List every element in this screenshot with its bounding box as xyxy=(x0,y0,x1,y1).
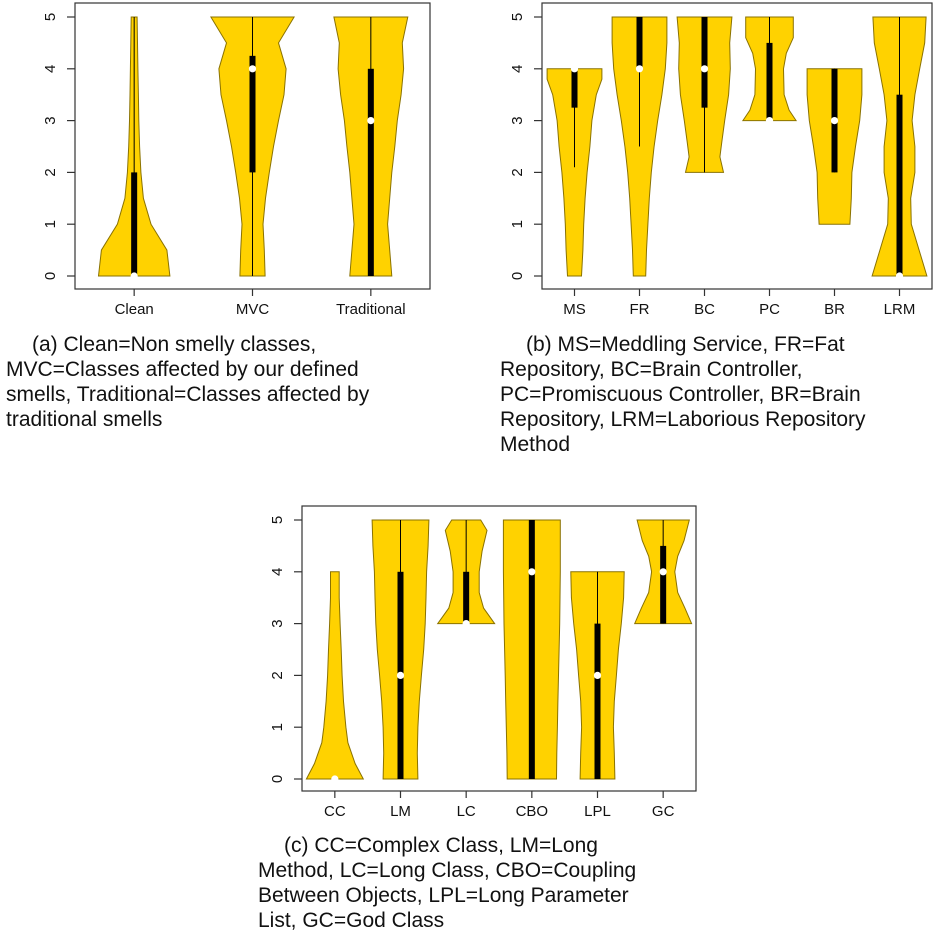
caption-c-line-2: Method, LC=Long Class, CBO=Coupling xyxy=(258,859,637,882)
y-tick-label: 4 xyxy=(509,65,526,73)
median-dot-FR xyxy=(635,65,644,73)
x-tick-label-LRM: LRM xyxy=(884,301,916,318)
y-tick-label: 4 xyxy=(42,65,59,73)
y-tick-label: 3 xyxy=(509,116,526,124)
x-tick-label-MS: MS xyxy=(563,301,586,318)
x-tick-label-LPL: LPL xyxy=(584,803,611,820)
caption-a-line-4: traditional smells xyxy=(6,408,163,431)
x-tick-label-BC: BC xyxy=(694,301,715,318)
x-tick-label-GC: GC xyxy=(652,803,675,820)
median-dot-Clean xyxy=(130,272,138,280)
y-tick-label: 0 xyxy=(269,775,286,783)
caption-c-line-3: Between Objects, LPL=Long Parameter xyxy=(258,884,629,907)
y-tick-label: 2 xyxy=(42,168,59,176)
violin-MS xyxy=(546,68,603,277)
iqr-box-LC xyxy=(463,571,470,624)
y-tick-label: 1 xyxy=(269,723,286,731)
iqr-box-MVC xyxy=(249,55,256,173)
y-tick-label: 5 xyxy=(42,13,59,21)
y-tick-label: 4 xyxy=(269,568,286,576)
violin-CC xyxy=(305,571,365,780)
caption-c-line-1: (c) CC=Complex Class, LM=Long xyxy=(284,834,598,857)
caption-c-line-4: List, GC=God Class xyxy=(258,909,445,932)
caption-b-line-3: PC=Promiscuous Controller, BR=Brain xyxy=(500,383,861,406)
x-tick-label-FR: FR xyxy=(630,301,650,318)
median-dot-CBO xyxy=(528,568,536,576)
median-dot-LPL xyxy=(593,671,602,679)
y-tick-label: 2 xyxy=(269,671,286,679)
caption-a-line-2: MVC=Classes affected by our defined xyxy=(6,358,359,381)
iqr-box-GC xyxy=(660,545,667,624)
median-dot-MS xyxy=(570,65,579,73)
iqr-box-CBO xyxy=(528,520,535,779)
plot-frame xyxy=(541,2,933,290)
x-tick-label-Traditional: Traditional xyxy=(336,301,405,318)
iqr-box-PC xyxy=(766,42,773,121)
iqr-box-BC xyxy=(701,17,708,108)
median-dot-BC xyxy=(700,65,709,73)
caption-c: (c) CC=Complex Class, LM=Long Method, LC… xyxy=(258,833,688,933)
iqr-box-MS xyxy=(571,68,578,108)
y-tick-label: 5 xyxy=(269,516,286,524)
median-dot-GC xyxy=(659,568,667,576)
caption-b: (b) MS=Meddling Service, FR=Fat Reposito… xyxy=(500,332,936,457)
median-dot-LRM xyxy=(895,272,904,280)
y-tick-label: 3 xyxy=(269,619,286,627)
x-tick-label-LM: LM xyxy=(390,803,411,820)
iqr-box-Traditional xyxy=(367,68,374,276)
x-tick-label-PC: PC xyxy=(759,301,780,318)
y-tick-label: 0 xyxy=(509,272,526,280)
y-tick-label: 3 xyxy=(42,116,59,124)
x-tick-label-MVC: MVC xyxy=(236,301,270,318)
violin-plot-b: 0 1 2 3 4 5 MS FR BC PC BR LRM xyxy=(509,2,933,318)
median-dot-CC xyxy=(331,775,339,783)
x-tick-label-CC: CC xyxy=(324,803,346,820)
x-tick-label-LC: LC xyxy=(457,803,476,820)
plot-frame xyxy=(301,505,697,792)
median-dot-MVC xyxy=(248,65,257,73)
y-tick-label: 1 xyxy=(42,220,59,228)
iqr-box-FR xyxy=(636,17,643,69)
median-dot-LM xyxy=(396,671,405,679)
caption-b-line-5: Method xyxy=(500,433,571,456)
y-tick-label: 1 xyxy=(509,220,526,228)
caption-a-line-1: (a) Clean=Non smelly classes, xyxy=(32,333,317,356)
iqr-box-LRM xyxy=(896,94,903,276)
iqr-box-LPL xyxy=(594,623,601,779)
y-tick-label: 5 xyxy=(509,13,526,21)
y-tick-label: 2 xyxy=(509,168,526,176)
violin-plot-c: 0 1 2 3 4 5 CC LM LC CBO LPL GC xyxy=(269,505,697,820)
median-dot-BR xyxy=(830,117,839,125)
median-dot-Traditional xyxy=(367,117,375,125)
median-dot-LC xyxy=(462,620,470,628)
caption-b-line-1: (b) MS=Meddling Service, FR=Fat xyxy=(526,333,845,356)
caption-a-line-3: smells, Traditional=Classes affected by xyxy=(6,383,370,406)
violin-plot-a: 0 1 2 3 4 5 Clean MVC Traditional xyxy=(42,2,431,318)
median-dot-PC xyxy=(765,117,774,125)
caption-b-line-4: Repository, LRM=Laborious Repository xyxy=(500,408,866,431)
x-tick-label-CBO: CBO xyxy=(516,803,549,820)
caption-a: (a) Clean=Non smelly classes, MVC=Classe… xyxy=(6,332,426,432)
iqr-box-Clean xyxy=(131,172,138,276)
x-tick-label-BR: BR xyxy=(824,301,845,318)
x-tick-label-Clean: Clean xyxy=(115,301,154,318)
y-tick-label: 0 xyxy=(42,272,59,280)
caption-b-line-2: Repository, BC=Brain Controller, xyxy=(500,358,803,381)
